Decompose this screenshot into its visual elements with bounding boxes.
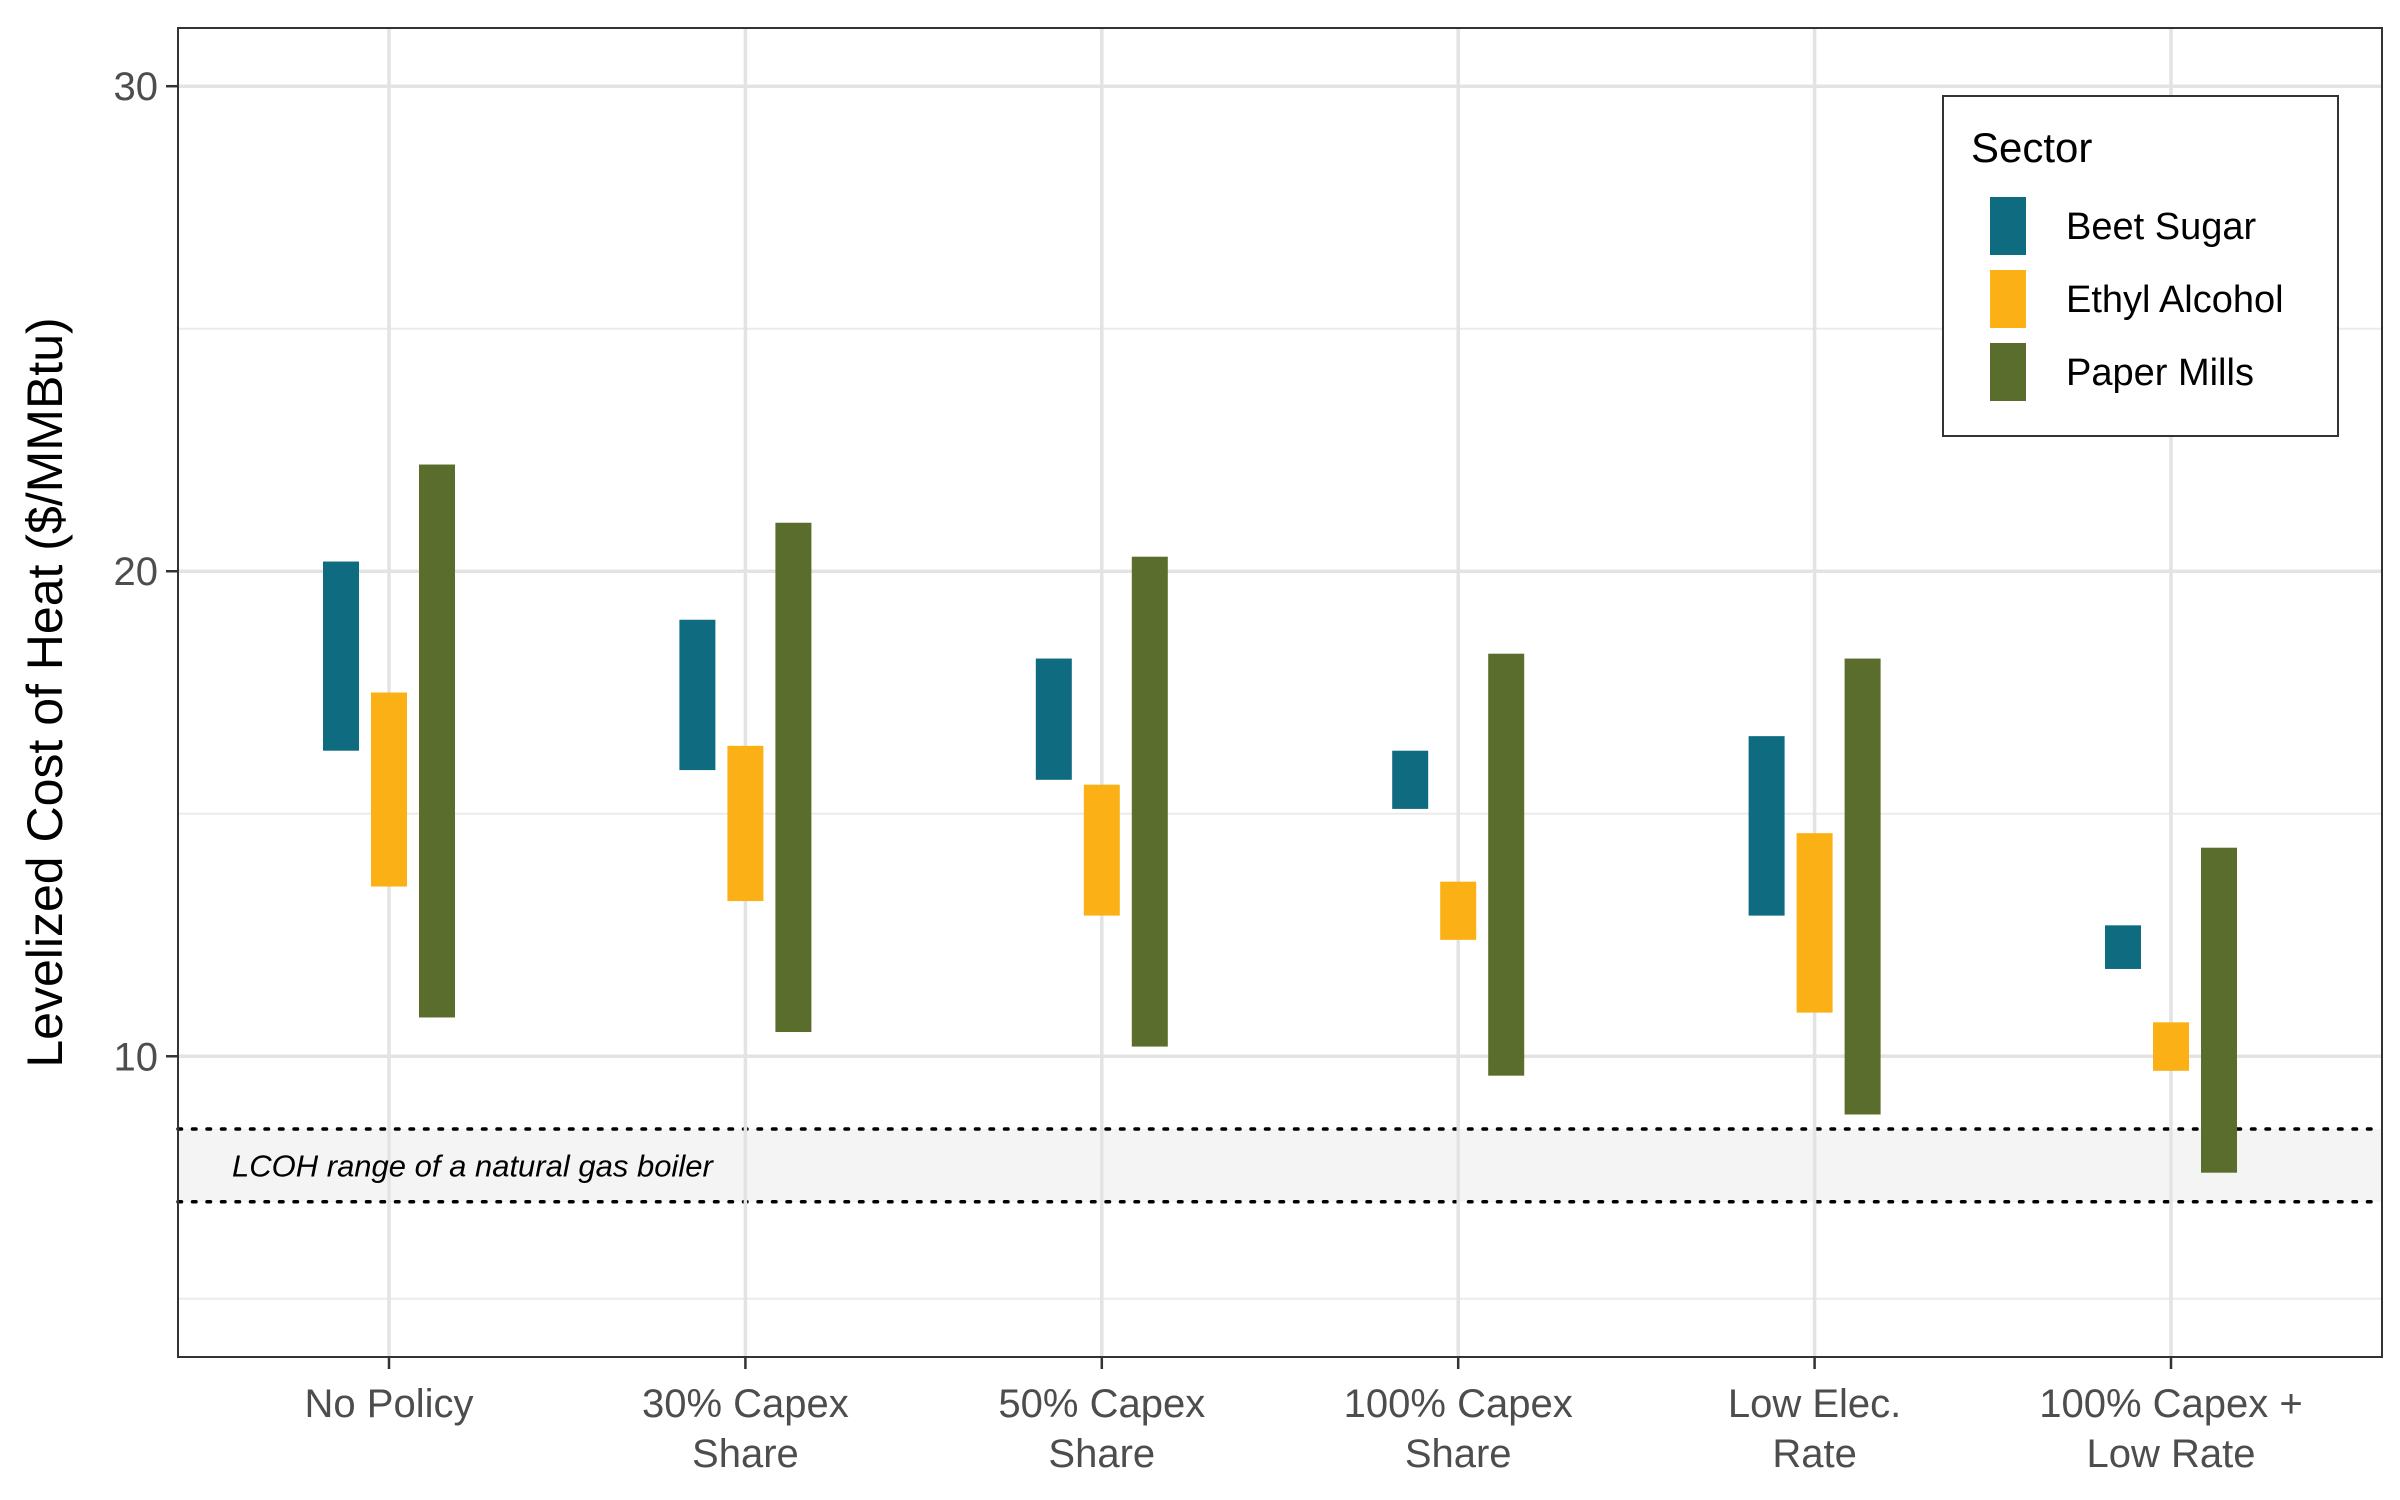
reference-band	[176, 1127, 2384, 1204]
range-bar	[775, 522, 812, 1033]
y-tick-label: 20	[114, 550, 159, 594]
x-tick-label: 100% Capex + Low Rate	[2039, 1382, 2303, 1476]
range-bar	[679, 619, 716, 771]
range-bar	[1488, 653, 1525, 1076]
x-tick-label-line: 100% Capex	[1344, 1382, 1573, 1426]
legend-label: Paper Mills	[2066, 352, 2254, 394]
range-bar	[1748, 736, 1785, 916]
range-bar	[371, 692, 407, 887]
x-tick-label-line: No Policy	[305, 1382, 474, 1426]
legend-key	[1990, 197, 2026, 255]
x-tick-label-line: 100% Capex +	[2039, 1382, 2303, 1426]
range-bar	[323, 561, 359, 751]
x-tick-label-line: 30% Capex	[642, 1382, 849, 1426]
x-tick-label: 50% Capex Share	[998, 1382, 1205, 1476]
legend-items: Beet Sugar Ethyl Alcohol Paper Mills	[1990, 197, 2284, 401]
range-bar	[1844, 658, 1881, 1115]
legend-label: Ethyl Alcohol	[2066, 279, 2284, 321]
legend-title: Sector	[1971, 124, 2092, 171]
range-bar	[1440, 881, 1477, 940]
range-bar	[1083, 784, 1120, 916]
x-tick-label-line: Share	[1048, 1432, 1155, 1476]
range-bar	[1131, 556, 1168, 1047]
x-tick-label-line: 50% Capex	[998, 1382, 1205, 1426]
x-tick-label: 30% Capex Share	[642, 1382, 849, 1476]
x-tick-label: No Policy	[305, 1382, 474, 1426]
x-tick-label-line: Low Elec.	[1728, 1382, 1901, 1426]
range-bar	[1035, 658, 1072, 780]
x-tick-label-line: Share	[692, 1432, 799, 1476]
x-tick-label-line: Rate	[1772, 1432, 1857, 1476]
range-bar	[2153, 1022, 2189, 1071]
legend-key	[1990, 270, 2026, 328]
legend-key	[1990, 343, 2026, 401]
range-bar	[419, 464, 455, 1018]
reference-band-label: LCOH range of a natural gas boiler	[232, 1148, 714, 1183]
y-axis: 10 20 30	[114, 65, 178, 1079]
y-axis-title: Levelized Cost of Heat ($/MMBtu)	[17, 317, 73, 1067]
range-bar	[2105, 925, 2141, 969]
legend-label: Beet Sugar	[2066, 206, 2256, 248]
legend: Sector Beet Sugar Ethyl Alcohol Paper Mill…	[1942, 95, 2339, 437]
panel-border	[177, 27, 2383, 1358]
x-tick-label: Low Elec. Rate	[1728, 1382, 1901, 1476]
y-tick-label: 30	[114, 65, 159, 109]
y-tick-label: 10	[114, 1035, 159, 1079]
range-bar	[2201, 847, 2237, 1173]
x-tick-label-line: Share	[1405, 1432, 1512, 1476]
range-bar	[1796, 833, 1833, 1013]
range-bars	[323, 464, 2237, 1173]
reference-band-fill	[178, 1129, 2382, 1202]
range-bar	[727, 745, 764, 902]
range-bar	[1392, 750, 1429, 809]
x-tick-label: 100% Capex Share	[1344, 1382, 1573, 1476]
x-tick-label-line: Low Rate	[2087, 1432, 2256, 1476]
